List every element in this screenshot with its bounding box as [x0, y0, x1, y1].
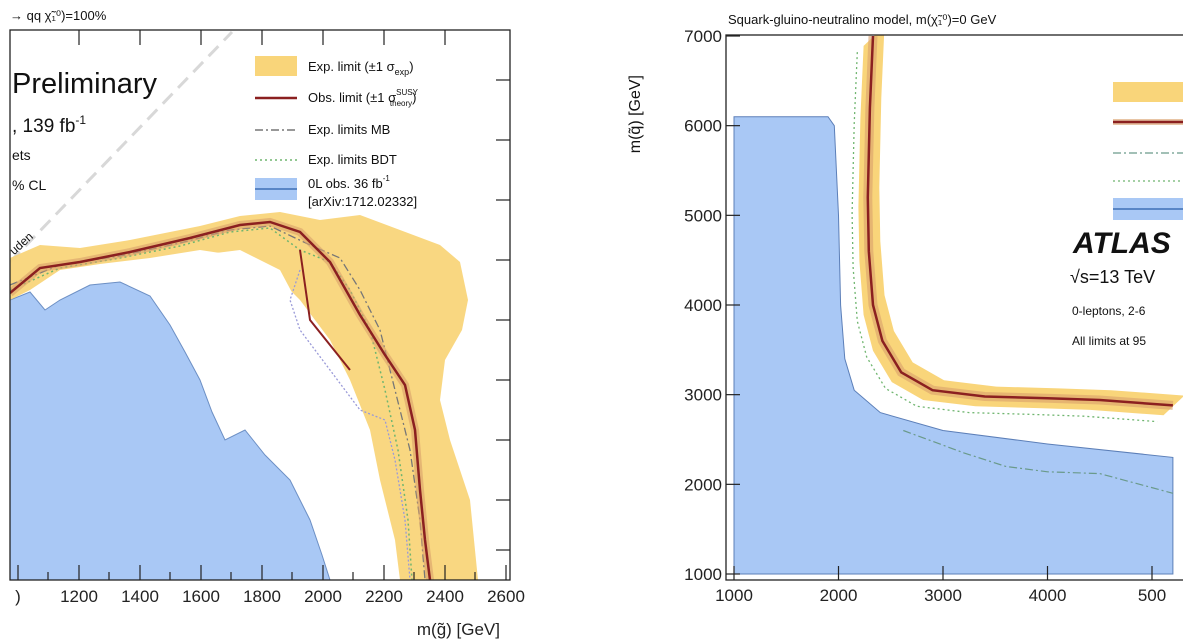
- left-xtick-label: 2600: [487, 587, 525, 606]
- left-xtick-label: 2200: [365, 587, 403, 606]
- right-mb-line: [903, 429, 1174, 494]
- left-legend: Exp. limit (±1 σexp) Obs. limit (±1 σSUS…: [255, 56, 419, 209]
- right-xtick-label: 500: [1138, 586, 1166, 605]
- legend-item-mb: Exp. limits MB: [308, 122, 390, 137]
- right-xtick-label: 4000: [1029, 586, 1067, 605]
- legend-item-36fb: 0L obs. 36 fb-1: [308, 174, 390, 191]
- right-ytick-label: 6000: [684, 117, 722, 136]
- left-cl-label: % CL: [12, 177, 46, 193]
- legend-text: Exp. limit (±1 σ: [308, 59, 395, 74]
- left-xtick-label: 1600: [182, 587, 220, 606]
- selection-label: 0-leptons, 2-6: [1072, 304, 1146, 318]
- legend-text: Obs. limit (±1 σ: [308, 90, 396, 105]
- left-white-gap: [100, 250, 310, 410]
- right-chart-title: Squark-gluino-neutralino model, m(χ̃₁⁰)=…: [728, 12, 997, 27]
- right-panel: Squark-gluino-neutralino model, m(χ̃₁⁰)=…: [627, 12, 1183, 605]
- left-expected-band: [10, 212, 478, 580]
- legend-item-obs-limit: Obs. limit (±1 σSUSY theory): [308, 88, 419, 108]
- cl-label: All limits at 95: [1072, 334, 1146, 348]
- left-panel: → qq χ̃₁⁰)=100% uden: [9, 8, 525, 639]
- legend-sub: theory: [390, 99, 412, 108]
- right-ytick-label: 1000: [684, 565, 722, 584]
- legend-sub: exp: [395, 67, 410, 77]
- left-x-ticks: [17, 30, 510, 580]
- right-36fb-excluded-region: [733, 116, 1174, 575]
- left-lumi-label: , 139 fb-1: [12, 113, 86, 137]
- right-y-axis-label: m(q̃) [GeV]: [627, 75, 644, 153]
- left-xtick-label: 2400: [426, 587, 464, 606]
- legend-swatch-exp-band: [255, 56, 297, 76]
- right-ytick-label: 7000: [684, 27, 722, 46]
- right-xtick-label: 2000: [820, 586, 858, 605]
- right-xtick-label: 1000: [715, 586, 753, 605]
- right-plot-area: [733, 35, 1183, 575]
- left-xtick-label: ): [15, 587, 21, 606]
- legend-sup: SUSY: [396, 88, 418, 97]
- left-xtick-label: 1200: [60, 587, 98, 606]
- right-frame: [725, 34, 1183, 581]
- legend-sup: -1: [383, 174, 391, 183]
- legend-item-exp-limit: Exp. limit (±1 σexp): [308, 59, 414, 77]
- left-lumi-sup: -1: [75, 113, 86, 127]
- left-x-axis-label: m(g̃) [GeV]: [417, 620, 500, 639]
- left-jets-label: ets: [12, 147, 31, 163]
- legend-close: ): [412, 90, 416, 105]
- left-chart-title: → qq χ̃₁⁰)=100%: [10, 8, 107, 23]
- right-ytick-label: 3000: [684, 386, 722, 405]
- left-xtick-label: 1800: [243, 587, 281, 606]
- energy-label: √s=13 TeV: [1070, 267, 1155, 287]
- left-plot-area: uden: [10, 30, 478, 580]
- legend-text: 0L obs. 36 fb: [308, 176, 383, 191]
- right-obs-line: [866, 35, 1173, 407]
- atlas-label: ATLAS: [1072, 227, 1171, 260]
- left-obs-line: [10, 220, 432, 580]
- legend-close: ): [409, 59, 413, 74]
- left-xtick-label: 2000: [304, 587, 342, 606]
- right-axis-ticks: [726, 35, 1153, 580]
- right-expected-band: [858, 35, 1183, 416]
- left-lumi-value: , 139 fb: [12, 116, 75, 137]
- right-tick-labels: 1000 2000 3000 4000 500 1000 2000 3000 4000 5000 6…: [684, 27, 1166, 605]
- left-obs-line-inner: [299, 249, 351, 371]
- right-ytick-label: 5000: [684, 206, 722, 225]
- right-xtick-label: 3000: [924, 586, 962, 605]
- right-legend-swatch-exp-band: [1113, 82, 1183, 102]
- right-legend: [1113, 82, 1183, 220]
- left-xtick-label: 1400: [121, 587, 159, 606]
- left-36fb-excluded-region: [10, 281, 331, 580]
- left-preliminary-label: Preliminary: [12, 68, 158, 100]
- left-diagonal-line: [10, 30, 234, 264]
- right-ytick-label: 2000: [684, 475, 722, 494]
- left-frame: [9, 29, 511, 581]
- legend-item-bdt: Exp. limits BDT: [308, 152, 397, 167]
- right-ytick-label: 4000: [684, 296, 722, 315]
- legend-item-36fb-ref: [arXiv:1712.02332]: [308, 194, 417, 209]
- right-bdt-line: [851, 52, 1158, 423]
